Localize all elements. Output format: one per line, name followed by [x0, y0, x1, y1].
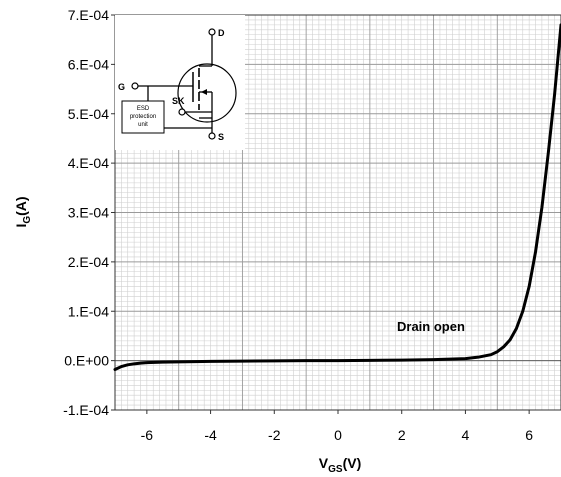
y-tick-label: 2.E-04 — [68, 254, 109, 270]
x-axis-title: VGS(V) — [319, 455, 361, 475]
y-tick-label: 6.E-04 — [68, 56, 109, 72]
sk-label: SK — [172, 96, 185, 106]
sk-terminal — [178, 108, 186, 116]
y-tick-label: 4.E-04 — [68, 155, 109, 171]
x-tick-label: 2 — [398, 427, 406, 443]
annotation-drain-open: Drain open — [397, 319, 465, 334]
esd-label-line3: unit — [138, 122, 148, 128]
series-line — [113, 23, 561, 372]
x-axis-title-suffix: (V) — [343, 455, 362, 471]
x-tick-label: -4 — [204, 427, 217, 443]
esd-label-line1: ESD — [137, 106, 150, 112]
y-tick-label: 1.E-04 — [68, 303, 109, 319]
x-tick-label: 4 — [462, 427, 470, 443]
x-axis-title-main: V — [319, 455, 329, 471]
x-axis-title-sub: GS — [328, 464, 343, 475]
x-tick-labels: -6 -4 -2 0 2 4 6 — [141, 410, 533, 443]
source-label: S — [218, 132, 224, 142]
x-tick-label: -6 — [141, 427, 154, 443]
drain-terminal — [208, 28, 216, 36]
y-tick-label: -1.E-04 — [63, 402, 109, 418]
y-axis-title-suffix: (A) — [13, 196, 29, 215]
y-tick-label: 0.E+00 — [64, 353, 109, 369]
y-tick-label: 5.E-04 — [68, 106, 109, 122]
y-tick-label: 7.E-04 — [68, 7, 109, 23]
mosfet-circle — [177, 63, 237, 123]
y-tick-label: 3.E-04 — [68, 205, 109, 221]
x-tick-label: 6 — [525, 427, 533, 443]
gate-terminal — [131, 82, 139, 90]
body-arrow — [201, 89, 207, 95]
y-axis-title-main: I — [13, 224, 29, 228]
y-axis-title: IG(A) — [13, 196, 33, 227]
inset-schematic: D G S SK ESD protection unit — [115, 15, 245, 150]
series-group — [113, 23, 561, 372]
y-tick-labels: -1.E-04 0.E+00 1.E-04 2.E-04 3.E-04 4.E-04 5.E… — [63, 7, 115, 418]
x-tick-label: -2 — [268, 427, 281, 443]
gate-label: G — [118, 82, 125, 92]
source-terminal — [208, 132, 216, 140]
x-tick-label: 0 — [334, 427, 342, 443]
y-axis-title-sub: G — [22, 216, 33, 224]
esd-box — [121, 100, 165, 134]
esd-label-line2: protection — [130, 114, 156, 120]
drain-label: D — [218, 28, 225, 38]
